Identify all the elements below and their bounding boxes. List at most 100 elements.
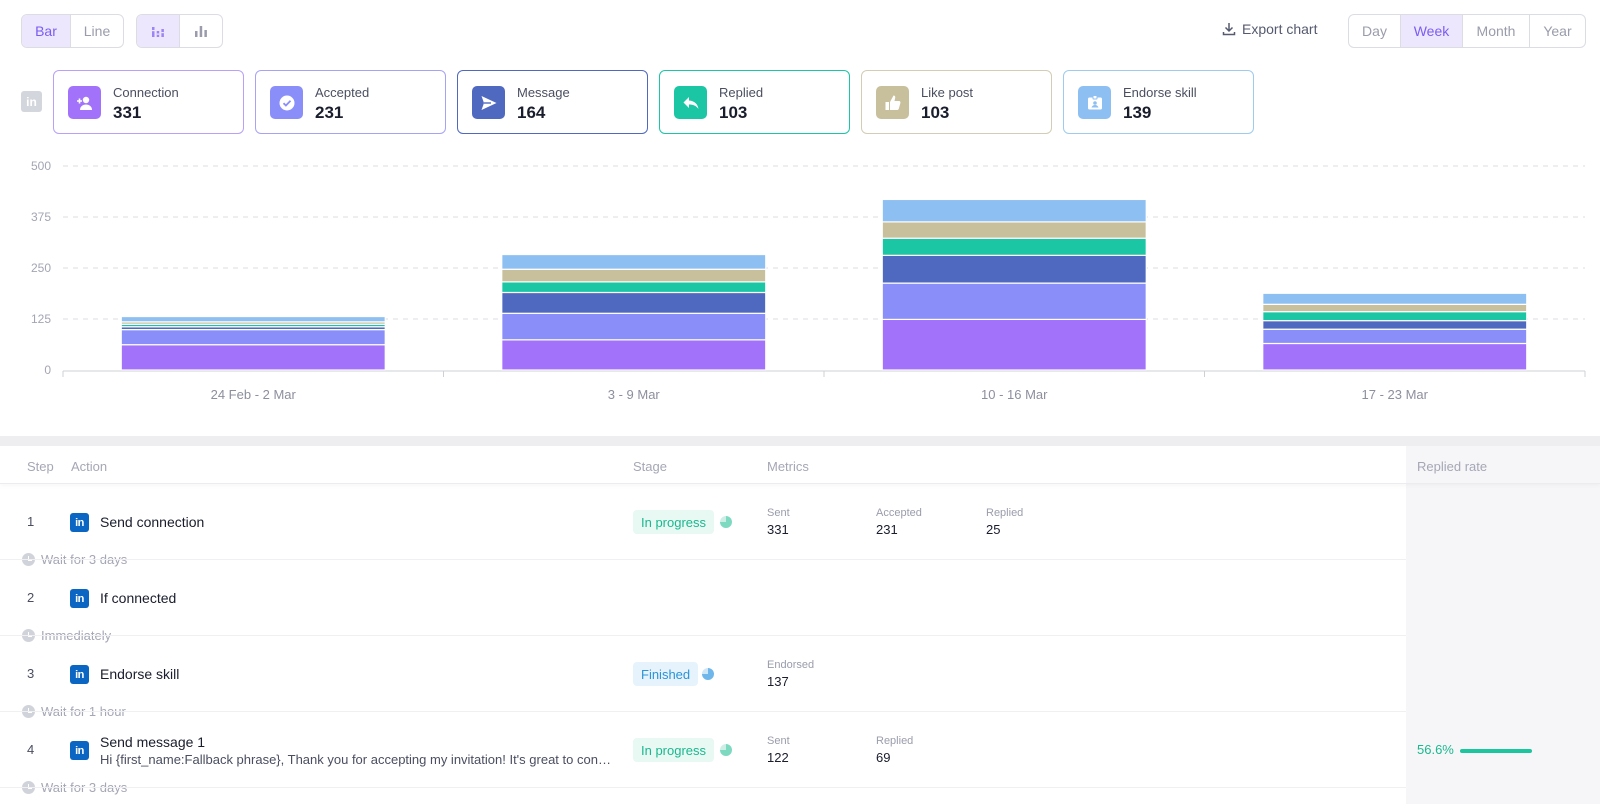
metric-card-message[interactable]: Message 164 (457, 70, 648, 134)
bar-segment (1262, 328, 1528, 345)
bar-segment (1262, 342, 1528, 371)
header-action: Action (71, 459, 108, 474)
table-row[interactable]: 4 in Send message 1 Hi {first_name:Fallb… (0, 720, 1600, 780)
header-stage: Stage (633, 459, 667, 474)
row-divider (0, 711, 1406, 712)
metric-value: 103 (921, 103, 950, 122)
replied-rate-value: 56.6% (1417, 742, 1454, 757)
action-name: If connected (100, 590, 177, 606)
grouped-bars-icon (195, 26, 207, 37)
metric-label: Replied (986, 507, 1024, 519)
bar-chart-option[interactable]: Bar (22, 15, 71, 47)
export-chart-label: Export chart (1242, 21, 1318, 37)
bar-segment (501, 268, 767, 283)
replied-rate-column (1406, 446, 1600, 804)
metric: Endorsed 137 (767, 659, 814, 689)
stage-badge: Finished (633, 662, 699, 686)
metric-value: 331 (113, 103, 142, 122)
progress-pie-icon[interactable] (720, 744, 732, 756)
bar-segment (501, 312, 767, 341)
metric-value: 122 (767, 750, 789, 765)
stage-badge: In progress (633, 738, 715, 762)
metric-card-connection[interactable]: Connection 331 (53, 70, 244, 134)
grouped-bars-button[interactable] (180, 15, 222, 47)
metric-label: Sent (767, 507, 790, 519)
bar-segment (881, 282, 1147, 321)
linkedin-icon: in (70, 741, 89, 760)
metric-label: Message (517, 85, 570, 100)
reply-icon (674, 86, 707, 119)
metric: Sent 122 (767, 735, 790, 765)
table-row[interactable]: 3 in Endorse skill Finished Endorsed 137 (0, 644, 1600, 704)
bar-segment (881, 237, 1147, 256)
metric-label: Sent (767, 735, 790, 747)
step-number: 3 (27, 666, 35, 681)
row-divider (0, 635, 1406, 636)
step-number: 1 (27, 514, 35, 529)
metric-value: 331 (767, 522, 789, 537)
y-tick-label: 0 (44, 363, 51, 377)
period-week[interactable]: Week (1401, 15, 1463, 47)
bar-segment (881, 318, 1147, 371)
period-month[interactable]: Month (1463, 15, 1530, 47)
bar-segment (501, 339, 767, 371)
header-replied-rate: Replied rate (1417, 459, 1488, 474)
table-row[interactable]: 1 in Send connection In progress Sent 331… (0, 492, 1600, 552)
metric: Replied 69 (876, 735, 913, 765)
metric-value: 231 (315, 103, 344, 122)
metric: Replied 25 (986, 507, 1023, 537)
action-name: Send connection (100, 514, 205, 530)
metric-label: Accepted (315, 85, 370, 100)
progress-pie-icon[interactable] (720, 516, 732, 528)
chart-type-toggle: Bar Line (21, 14, 124, 48)
step-number: 4 (27, 742, 35, 757)
metric-card-replied[interactable]: Replied 103 (659, 70, 850, 134)
bar-segment (1262, 311, 1528, 322)
step-number: 2 (27, 590, 35, 605)
period-selector: Day Week Month Year (1348, 14, 1586, 48)
metric-value: 103 (719, 103, 748, 122)
bar-segment (120, 315, 386, 323)
metric-value: 137 (767, 674, 789, 689)
row-divider (0, 559, 1406, 560)
replied-rate-bar (1460, 749, 1532, 753)
bar-segment (881, 254, 1147, 284)
metric-card-accepted[interactable]: Accepted 231 (255, 70, 446, 134)
period-day[interactable]: Day (1349, 15, 1401, 47)
badge-icon (1078, 86, 1111, 119)
bar-segment (120, 344, 386, 371)
metric-card-like-post[interactable]: Like post 103 (861, 70, 1052, 134)
bar-segment (501, 253, 767, 270)
thumbs-up-icon (876, 86, 909, 119)
stacked-bars-icon (152, 27, 164, 37)
metric-label: Replied (876, 735, 914, 747)
add-user-icon (68, 86, 101, 119)
header-metrics: Metrics (767, 459, 809, 474)
metric-label: Endorse skill (1123, 85, 1197, 100)
metric: Accepted 231 (876, 507, 922, 537)
metric-value: 231 (876, 522, 898, 537)
bar-segment (501, 291, 767, 314)
metric-card-endorse-skill[interactable]: Endorse skill 139 (1063, 70, 1254, 134)
metric-label: Connection (113, 85, 179, 100)
table-header: Step Action Stage Metrics Replied rate (0, 446, 1600, 484)
metric-label: Replied (719, 85, 764, 100)
row-divider (0, 787, 1406, 788)
metric-label: Like post (921, 85, 974, 100)
stacked-bars-button[interactable] (137, 15, 180, 47)
export-chart-button[interactable]: Export chart (1222, 21, 1317, 37)
table-row[interactable]: 2 in If connected (0, 568, 1600, 628)
line-chart-option[interactable]: Line (83, 23, 111, 39)
metric-label: Endorsed (767, 659, 815, 671)
period-year[interactable]: Year (1543, 23, 1572, 39)
x-tick-label: 10 - 16 Mar (981, 387, 1048, 402)
metric: Sent 331 (767, 507, 790, 537)
bar-layout-toggle (136, 14, 223, 48)
metric-value: 25 (986, 522, 1001, 537)
y-tick-label: 375 (31, 210, 51, 224)
download-icon (1222, 23, 1236, 36)
stacked-bar-chart: 0 125 250 375 500 24 Feb - 2 Mar 3 - 9 Mar 10 -… (31, 159, 1586, 402)
progress-pie-icon[interactable] (702, 668, 714, 680)
x-tick-label: 3 - 9 Mar (608, 387, 661, 402)
action-name: Endorse skill (100, 666, 180, 682)
